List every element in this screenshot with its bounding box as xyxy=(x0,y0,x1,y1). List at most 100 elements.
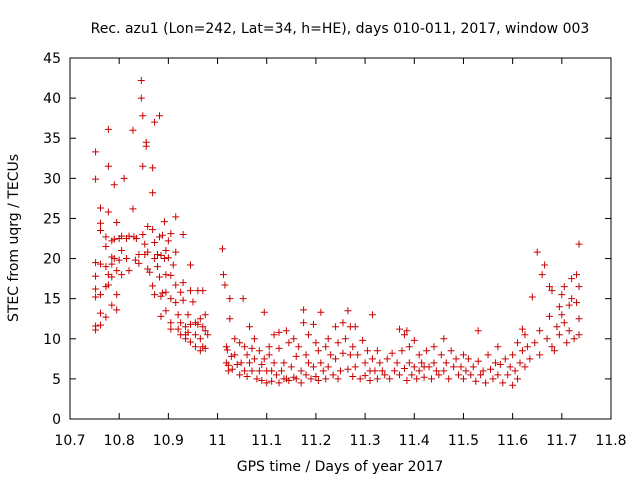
data-point xyxy=(174,325,182,333)
data-point xyxy=(149,164,157,172)
data-point xyxy=(506,363,514,371)
data-point xyxy=(131,256,139,264)
data-point xyxy=(538,271,546,279)
data-point xyxy=(575,331,583,339)
data-point xyxy=(157,251,165,259)
data-point xyxy=(575,315,583,323)
data-point xyxy=(196,335,204,343)
data-point xyxy=(563,339,571,347)
data-point xyxy=(243,351,251,359)
data-point xyxy=(440,367,448,375)
data-point xyxy=(92,175,100,183)
data-point xyxy=(231,351,239,359)
data-point xyxy=(469,363,477,371)
data-point xyxy=(302,351,310,359)
data-point xyxy=(565,301,573,309)
data-point xyxy=(459,375,467,383)
data-point xyxy=(560,283,568,291)
data-point xyxy=(351,323,359,331)
data-point xyxy=(550,347,558,355)
data-point xyxy=(164,254,172,262)
data-point xyxy=(108,273,116,281)
data-point xyxy=(430,343,438,351)
data-point xyxy=(137,76,145,84)
data-point xyxy=(536,327,544,335)
data-point xyxy=(400,331,408,339)
data-point xyxy=(201,344,209,352)
data-point xyxy=(115,256,123,264)
data-point xyxy=(511,367,519,375)
data-point xyxy=(169,261,177,269)
data-point xyxy=(405,343,413,351)
data-point xyxy=(135,259,143,267)
data-point xyxy=(337,367,344,375)
data-point xyxy=(160,218,168,226)
data-point xyxy=(339,349,347,357)
data-point xyxy=(546,283,554,291)
data-point xyxy=(420,373,428,381)
data-point xyxy=(565,327,573,335)
data-point xyxy=(120,174,128,182)
data-point xyxy=(156,233,164,241)
data-point xyxy=(504,371,512,379)
data-point xyxy=(157,292,165,300)
data-point xyxy=(191,331,199,339)
x-tick-label: 11.4 xyxy=(399,433,430,449)
data-point xyxy=(435,371,443,379)
data-point xyxy=(393,359,401,367)
data-point xyxy=(319,367,327,375)
data-point xyxy=(125,267,133,275)
data-point xyxy=(118,247,126,255)
data-point xyxy=(558,311,566,319)
data-point xyxy=(92,272,100,280)
data-point xyxy=(378,367,386,375)
data-point xyxy=(314,347,322,355)
data-point xyxy=(364,347,372,355)
data-point xyxy=(570,335,578,343)
data-point xyxy=(518,347,526,355)
data-point xyxy=(351,363,359,371)
data-point xyxy=(526,355,534,363)
data-point xyxy=(541,261,549,269)
data-point xyxy=(341,335,349,343)
data-point xyxy=(425,363,433,371)
data-point xyxy=(494,371,502,379)
data-point xyxy=(479,367,487,375)
data-point xyxy=(177,319,185,327)
data-point xyxy=(158,231,166,239)
data-point xyxy=(139,112,147,120)
data-point xyxy=(282,327,290,335)
data-point xyxy=(546,312,554,320)
y-tick-label: 45 xyxy=(43,51,61,67)
data-point xyxy=(273,371,281,379)
data-point xyxy=(204,331,212,339)
data-point xyxy=(317,359,325,367)
data-point xyxy=(568,275,576,283)
data-point xyxy=(241,367,249,375)
data-point xyxy=(285,339,293,347)
x-tick-label: 11.3 xyxy=(350,433,381,449)
data-point xyxy=(297,367,305,375)
data-point xyxy=(361,372,369,380)
data-point xyxy=(250,355,258,363)
data-point xyxy=(110,255,118,263)
data-point xyxy=(92,326,100,334)
data-point xyxy=(309,320,317,328)
data-point xyxy=(275,344,283,352)
data-point xyxy=(243,372,251,380)
data-point xyxy=(548,343,556,351)
x-tick-label: 11.7 xyxy=(546,433,577,449)
data-point xyxy=(113,291,121,299)
data-point xyxy=(236,339,244,347)
data-point xyxy=(295,343,303,351)
data-point xyxy=(371,367,379,375)
data-point xyxy=(314,376,322,384)
data-point xyxy=(184,311,192,319)
data-point xyxy=(201,311,209,319)
data-point xyxy=(334,375,342,383)
data-point xyxy=(201,327,209,335)
y-tick-label: 5 xyxy=(52,372,61,388)
data-point xyxy=(246,323,254,331)
data-point xyxy=(528,293,536,301)
data-point xyxy=(573,271,581,279)
